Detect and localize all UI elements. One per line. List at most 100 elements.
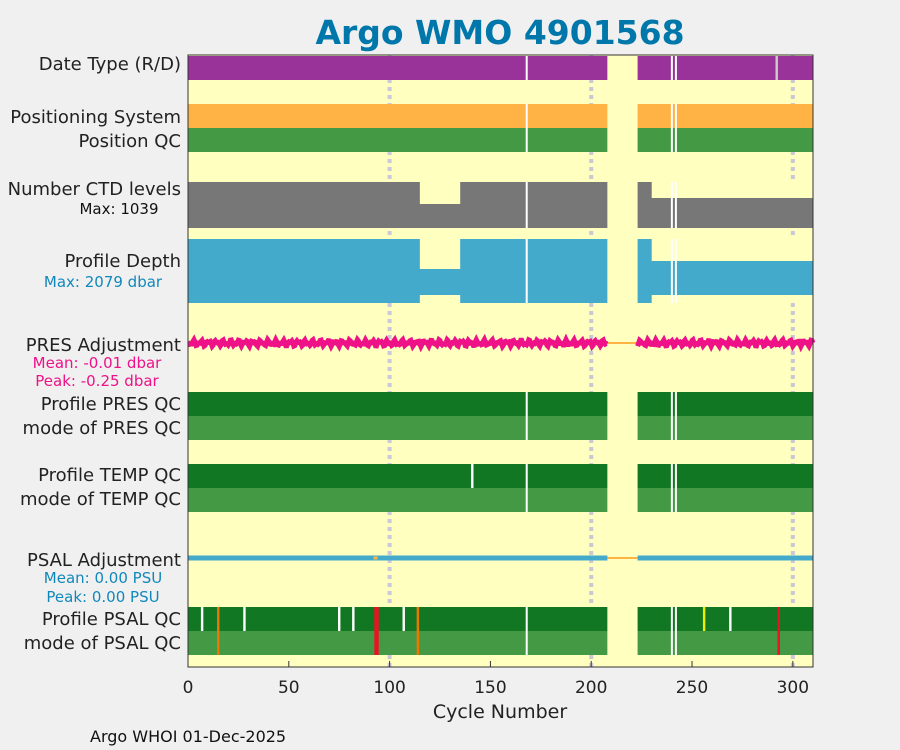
qc-mark-profile-psal-qc	[416, 607, 420, 631]
bar-mode-pres-qc	[637, 416, 813, 440]
bar-notch	[419, 239, 461, 269]
bar-profile-pres-qc	[637, 392, 813, 416]
bar-notch	[651, 239, 813, 261]
cycle-gap-profile-pres-qc	[525, 392, 528, 416]
cycle-gap-mode-temp-qc	[525, 488, 528, 512]
cycle-gap-profile-depth	[674, 239, 677, 303]
plot-area	[188, 55, 813, 667]
x-tick-label: 250	[676, 678, 708, 698]
cycle-gap-mode-pres-qc	[670, 416, 673, 440]
bar-mode-temp-qc	[188, 488, 608, 512]
row-label-profile-temp-qc: Profile TEMP QC	[38, 465, 181, 486]
qc-mark-mode-psal-qc	[777, 631, 780, 655]
cycle-gap-profile-temp-qc	[674, 464, 677, 488]
cycle-gap-date-type	[525, 56, 528, 80]
cycle-gap-position-qc	[670, 128, 673, 152]
row-label-position-qc: Position QC	[78, 131, 181, 152]
series-line-pres-adjustment	[187, 333, 816, 353]
qc-mark-profile-psal-qc	[200, 607, 204, 631]
cycle-gap-mode-psal-qc	[670, 631, 673, 655]
qc-mark-profile-psal-qc	[374, 607, 377, 631]
bar-positioning-system	[637, 104, 813, 128]
row-label-mode-temp-qc: mode of TEMP QC	[20, 489, 181, 510]
plot-frame	[187, 54, 814, 668]
row-label-date-type: Date Type (R/D)	[39, 54, 181, 75]
bar-profile-depth	[188, 239, 608, 303]
cycle-gap-mode-temp-qc	[670, 488, 673, 512]
qc-mark-profile-psal-qc	[352, 607, 355, 631]
cycle-gap-profile-temp-qc	[525, 464, 528, 488]
bar-profile-psal-qc	[637, 607, 813, 631]
bar-position-qc	[637, 128, 813, 152]
cycle-gap-profile-temp-qc	[670, 464, 673, 488]
cycle-gap-profile-pres-qc	[674, 392, 677, 416]
bar-mode-temp-qc	[637, 488, 813, 512]
bar-ctd-levels	[188, 182, 608, 228]
qc-mark-profile-psal-qc	[217, 607, 220, 631]
cycle-gap-profile-psal-qc	[674, 607, 677, 631]
bar-positioning-system	[188, 104, 608, 128]
qc-mark-mode-psal-qc	[376, 631, 379, 655]
x-tick-label: 50	[278, 678, 300, 698]
cycle-gap-mode-pres-qc	[525, 416, 528, 440]
bar-notch	[651, 295, 813, 303]
cycle-gap-mode-psal-qc	[674, 631, 677, 655]
bar-profile-psal-qc	[188, 607, 608, 631]
row-label-profile-depth: Profile Depth	[64, 251, 181, 272]
cycle-gap-date-type	[674, 56, 677, 80]
cycle-gap-positioning-system	[670, 104, 673, 128]
qc-mark-profile-psal-qc	[702, 607, 706, 631]
row-label-ctd-levels: Number CTD levels	[8, 179, 181, 200]
x-tick-label: 200	[575, 678, 607, 698]
qc-mark-profile-psal-qc	[402, 607, 405, 631]
row-label-positioning-system: Positioning System	[10, 107, 181, 128]
row-label-mode-psal-qc: mode of PSAL QC	[24, 633, 181, 654]
cycle-gap-position-qc	[674, 128, 677, 152]
x-tick-label: 100	[373, 678, 405, 698]
qc-mark-mode-psal-qc	[374, 631, 377, 655]
bar-notch	[419, 295, 461, 303]
cycle-gap-position-qc	[525, 128, 528, 152]
qc-mark-mode-psal-qc	[416, 631, 420, 655]
cycle-gap-mode-pres-qc	[674, 416, 677, 440]
row-sublabel-pres-adjustment: Peak: -0.25 dbar	[35, 372, 159, 390]
cycle-gap-ctd-levels	[525, 182, 528, 228]
row-label-pres-adjustment: PRES Adjustment	[26, 335, 181, 356]
row-label-psal-adjustment: PSAL Adjustment	[27, 550, 181, 571]
cycle-gap-mode-psal-qc	[525, 631, 528, 655]
cycle-gap-mode-temp-qc	[674, 488, 677, 512]
bar-mode-psal-qc	[637, 631, 813, 655]
qc-mark-mode-psal-qc	[217, 631, 220, 655]
cycle-gap-profile-pres-qc	[670, 392, 673, 416]
cycle-gap-profile-depth	[670, 239, 673, 303]
cycle-gap-profile-depth	[525, 239, 528, 303]
bar-profile-temp-qc	[637, 464, 813, 488]
cycle-gap-profile-psal-qc	[670, 607, 673, 631]
x-axis-label: Cycle Number	[433, 701, 567, 723]
row-sublabel-psal-adjustment: Mean: 0.00 PSU	[44, 569, 162, 587]
chart-title: Argo WMO 4901568	[315, 13, 684, 52]
cycle-gap-positioning-system	[674, 104, 677, 128]
cycle-gap-ctd-levels	[670, 182, 673, 228]
x-tick-label: 300	[777, 678, 809, 698]
qc-mark-profile-psal-qc	[729, 607, 732, 631]
row-sublabel-pres-adjustment: Mean: -0.01 dbar	[33, 354, 163, 372]
qc-mark-profile-psal-qc	[243, 607, 246, 631]
cycle-gap-positioning-system	[525, 104, 528, 128]
row-sublabel-ctd-levels: Max: 1039	[79, 200, 158, 218]
x-tick-label: 0	[183, 678, 194, 698]
bar-mode-psal-qc	[188, 631, 608, 655]
row-sublabel-profile-depth: Max: 2079 dbar	[44, 273, 163, 291]
cycle-gap-profile-psal-qc	[525, 607, 528, 631]
row-sublabel-psal-adjustment: Peak: 0.00 PSU	[46, 588, 159, 606]
bar-date-type	[637, 56, 813, 80]
bar-mode-pres-qc	[188, 416, 608, 440]
qc-mark-profile-psal-qc	[777, 607, 780, 631]
bar-date-type	[188, 56, 608, 80]
qc-mark-profile-psal-qc	[338, 607, 341, 631]
row-label-mode-pres-qc: mode of PRES QC	[23, 418, 181, 439]
bar-profile-temp-qc	[188, 464, 608, 488]
bar-position-qc	[188, 128, 608, 152]
x-tick-label: 150	[474, 678, 506, 698]
